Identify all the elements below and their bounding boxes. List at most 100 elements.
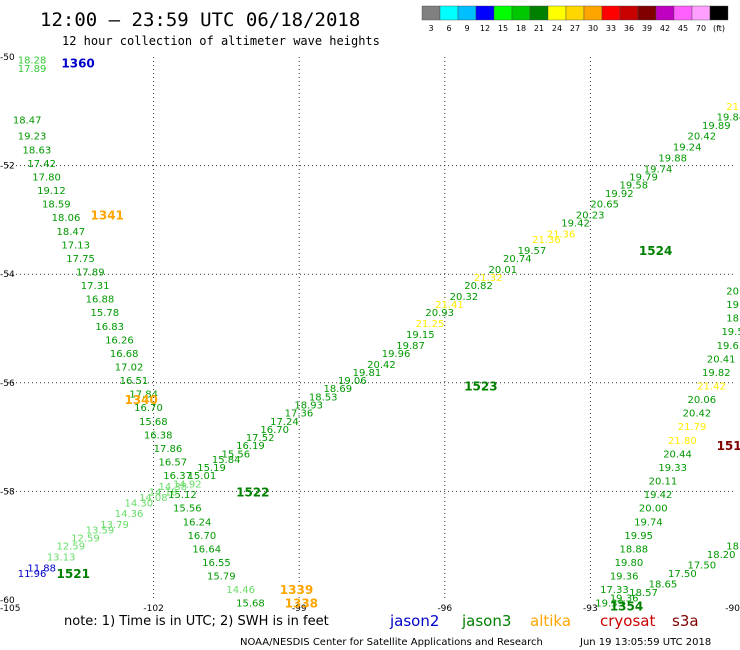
wave-height-label: 21.80	[668, 436, 697, 447]
wave-height-label: 20.74	[503, 254, 532, 265]
y-tick-label: -54	[0, 270, 15, 280]
wave-height-label: 21.79	[678, 422, 707, 433]
chart-subtitle: 12 hour collection of altimeter wave hei…	[62, 34, 380, 48]
scale-swatch	[421, 5, 441, 21]
wave-height-label: 20.11	[649, 477, 678, 488]
wave-height-label: 18.06	[52, 213, 81, 224]
wave-height-label: 18.93	[294, 401, 323, 412]
wave-height-label: 15.01	[188, 471, 217, 482]
wave-height-label: 19.50	[721, 327, 740, 338]
footer-credit: NOAA/NESDIS Center for Satellite Applica…	[240, 637, 543, 648]
wave-height-label: 16.88	[86, 295, 115, 306]
wave-height-label: 20.65	[590, 200, 619, 211]
scale-swatch	[691, 5, 711, 21]
mission-label-altika: altika	[530, 612, 571, 630]
wave-height-label: 20.42	[683, 409, 712, 420]
scale-label: 15	[498, 24, 508, 33]
wave-height-label: 15.68	[139, 417, 168, 428]
scale-swatch	[637, 5, 657, 21]
wave-height-label: 20.44	[663, 449, 692, 460]
scale-label: 39	[642, 24, 652, 33]
wave-height-label: 18.47	[13, 115, 42, 126]
plot-grid	[8, 57, 736, 600]
wave-height-label: 16.37	[163, 471, 192, 482]
pass-number-label: 1340	[124, 393, 157, 407]
wave-height-label: 16.24	[183, 517, 212, 528]
wave-height-label: 19.12	[37, 186, 66, 197]
scale-swatch	[457, 5, 477, 21]
wave-height-label: 18.63	[23, 145, 52, 156]
wave-height-label: 14.36	[115, 509, 144, 520]
wave-height-label: 17.02	[115, 363, 144, 374]
wave-height-label: 17.50	[687, 561, 716, 572]
scale-label: 33	[606, 24, 616, 33]
wave-height-label: 19.36	[610, 572, 639, 583]
wave-height-label: 17.80	[32, 172, 61, 183]
wave-height-label: 15.19	[197, 463, 226, 474]
y-tick-label: -50	[0, 53, 15, 63]
wave-height-label: 20.06	[687, 395, 716, 406]
pass-number-label: 1522	[236, 485, 269, 499]
wave-height-label: 19.92	[605, 189, 634, 200]
scale-label: 3	[428, 24, 433, 33]
scale-swatch	[673, 5, 693, 21]
wave-height-label: 16.51	[120, 376, 149, 387]
y-tick-label: -52	[0, 162, 15, 172]
y-tick-label: -58	[0, 487, 15, 497]
axis-ticks: -105 -102 -99 -96 -93 -90 -50 -52 -54 -56 -58 -60	[0, 53, 740, 614]
pass-number-label: 1354	[610, 599, 643, 613]
wave-height-label: 15.79	[207, 572, 236, 583]
wave-height-label: 19.42	[644, 490, 673, 501]
x-tick-label: -105	[0, 604, 20, 614]
scale-swatch	[547, 5, 567, 21]
scale-label: 30	[588, 24, 598, 33]
scale-label: 45	[678, 24, 688, 33]
color-scale-legend: 3 6 9 12 15 18 21 24 27 30 33 36 39 42 45 70 (ft)	[421, 5, 729, 33]
wave-height-label: 14.38	[158, 482, 187, 493]
x-tick-label: -102	[143, 604, 163, 614]
mission-legend: jason2 jason3 altika cryosat s3a	[389, 612, 699, 630]
scale-label: 9	[464, 24, 469, 33]
wave-height-label: 15.68	[236, 599, 265, 610]
wave-height-label: 18.59	[42, 200, 71, 211]
scale-swatch	[475, 5, 495, 21]
wave-height-label: 19.63	[717, 341, 740, 352]
wave-height-label: 15.56	[173, 504, 202, 515]
x-tick-label: -99	[292, 604, 307, 614]
wave-height-label: 17.75	[66, 254, 95, 265]
wave-height-label: 18.98	[726, 542, 740, 553]
wave-height-label: 19.95	[624, 531, 653, 542]
wave-height-values: 18.2817.8918.4719.2318.6317.4217.8019.12…	[13, 56, 740, 610]
chart-title: 12:00 – 23:59 UTC 06/18/2018	[40, 9, 360, 31]
pass-number-label: 1339	[280, 583, 313, 597]
wave-height-label: 19.74	[644, 164, 673, 175]
x-tick-label: -90	[725, 604, 740, 614]
wave-height-label: 19.80	[615, 558, 644, 569]
wave-height-label: 21.36	[532, 235, 561, 246]
footer-timestamp: Jun 19 13:05:59 UTC 2018	[579, 637, 711, 648]
wave-height-label: 18.28	[18, 56, 47, 67]
wave-height-label: 19.89	[702, 121, 731, 132]
wave-height-label: 20.82	[464, 281, 493, 292]
wave-height-label: 18.69	[323, 384, 352, 395]
pass-number-label: 1513	[717, 439, 740, 453]
wave-height-label: 19.0	[726, 300, 740, 311]
scale-label: 12	[480, 24, 490, 33]
wave-height-label: 19.15	[406, 330, 435, 341]
wave-height-label: 13.59	[86, 525, 115, 536]
pass-number-label: 1524	[639, 244, 672, 258]
wave-height-label: 17.33	[600, 585, 629, 596]
wave-height-label: 19.06	[338, 376, 367, 387]
wave-height-label: 17.86	[154, 444, 183, 455]
wave-height-label: 13.13	[47, 553, 76, 564]
wave-height-label: 17.52	[246, 433, 275, 444]
wave-height-label: 19.74	[634, 517, 663, 528]
scale-swatch	[529, 5, 549, 21]
wave-height-label: 16.68	[110, 349, 139, 360]
scale-label: 42	[660, 24, 670, 33]
scale-label: 27	[570, 24, 580, 33]
scale-swatch	[619, 5, 639, 21]
mission-label-cryosat: cryosat	[600, 612, 655, 630]
wave-height-label: 19.39	[595, 599, 624, 610]
